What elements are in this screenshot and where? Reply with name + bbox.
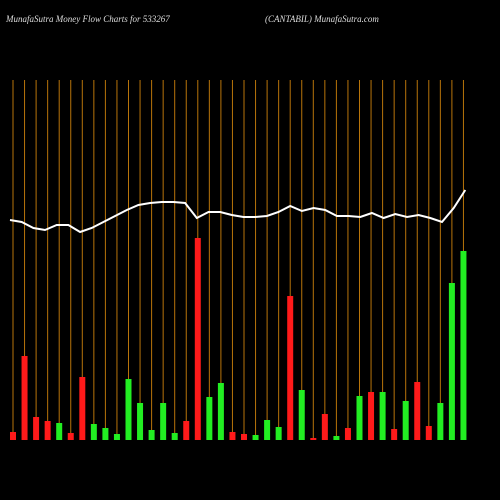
bar — [264, 420, 271, 440]
bar — [160, 403, 167, 440]
bar — [287, 296, 294, 440]
chart-subtitle: (CANTABIL) MunafaSutra.com — [265, 14, 379, 24]
bar — [90, 424, 97, 440]
bar — [356, 396, 363, 440]
bar — [44, 421, 51, 440]
bar — [56, 423, 63, 440]
bar — [368, 392, 375, 440]
chart-title: MunafaSutra Money Flow Charts for 533267 — [5, 14, 170, 24]
bar — [148, 430, 155, 440]
bar — [321, 414, 328, 440]
bar — [252, 435, 259, 440]
bar — [437, 403, 444, 440]
bar — [298, 390, 305, 440]
bar — [217, 383, 224, 440]
bar — [241, 434, 247, 440]
bar — [33, 417, 40, 440]
bar — [414, 382, 421, 440]
bar — [448, 283, 455, 440]
price-line — [9, 189, 467, 234]
bar — [79, 377, 86, 440]
bar — [310, 438, 317, 440]
bar — [10, 432, 16, 440]
bar — [460, 251, 467, 440]
bar — [113, 434, 120, 440]
bar — [21, 356, 28, 440]
bar — [275, 427, 282, 440]
bar — [379, 392, 386, 440]
bar — [425, 426, 432, 440]
bar — [102, 428, 109, 440]
bar — [137, 403, 144, 440]
bar — [333, 436, 340, 440]
bar — [183, 421, 190, 440]
bar — [194, 238, 201, 440]
bar — [171, 433, 178, 440]
bar — [229, 432, 236, 440]
bar — [125, 379, 132, 440]
bar — [402, 401, 409, 440]
bar — [391, 429, 398, 440]
bar — [206, 397, 213, 440]
bar — [344, 428, 351, 440]
bar — [67, 433, 74, 440]
